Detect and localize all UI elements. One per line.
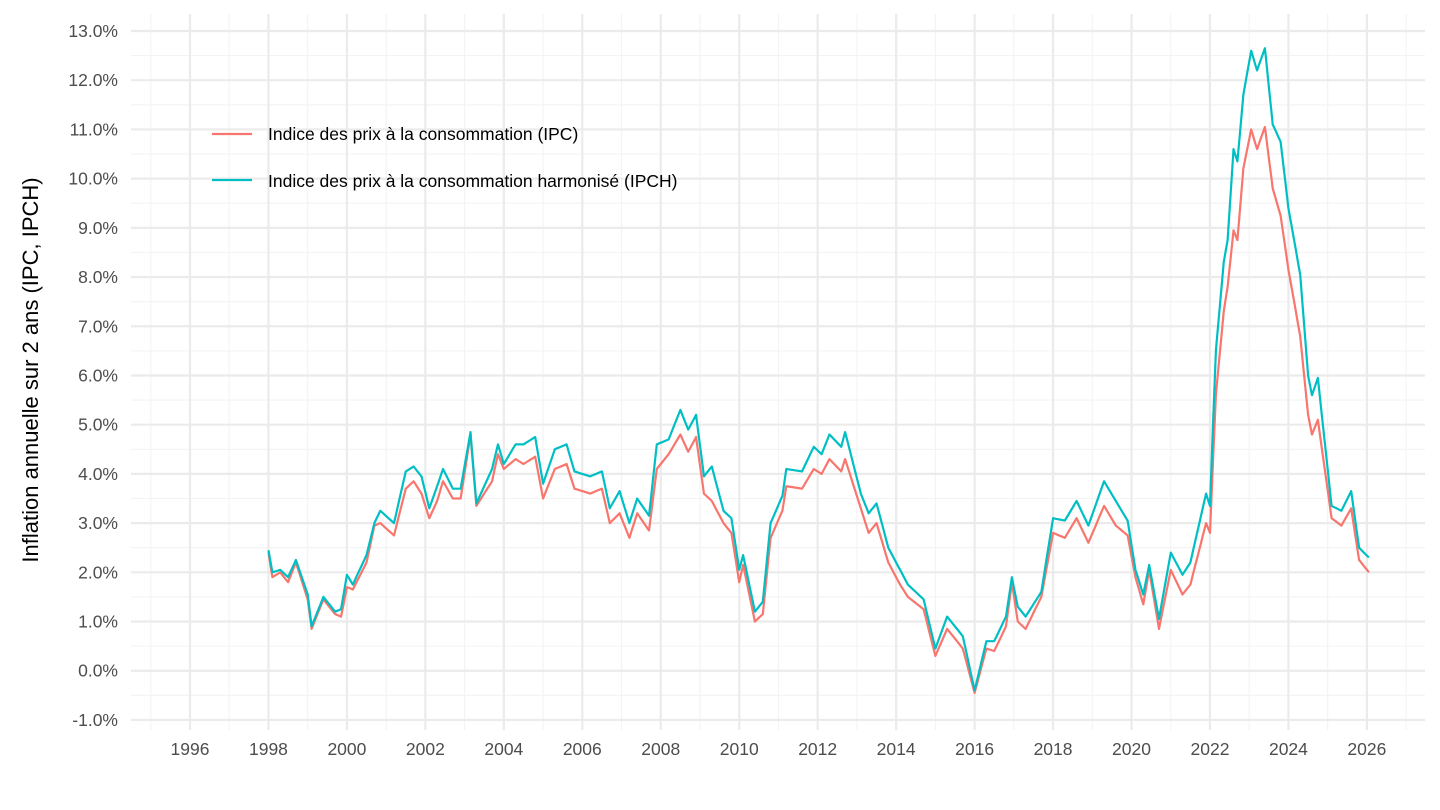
x-tick-label: 2012	[798, 739, 837, 759]
y-tick-label: -1.0%	[72, 710, 118, 730]
y-tick-label: 13.0%	[68, 21, 118, 41]
y-tick-label: 3.0%	[78, 513, 118, 533]
x-tick-label: 2004	[484, 739, 523, 759]
x-tick-label: 2018	[1034, 739, 1073, 759]
y-tick-label: 12.0%	[68, 70, 118, 90]
series-line-ipc	[267, 125, 1370, 694]
x-tick-label: 2002	[406, 739, 445, 759]
y-tick-label: 9.0%	[78, 218, 118, 238]
x-tick-label: 2008	[641, 739, 680, 759]
y-tick-label: 11.0%	[70, 119, 118, 139]
x-tick-label: 2010	[720, 739, 759, 759]
y-tick-label: 8.0%	[78, 267, 118, 287]
legend-label-ipch: Indice des prix à la consommation harmon…	[268, 171, 677, 191]
y-axis-title: Inflation annuelle sur 2 ans (IPC, IPCH)	[18, 177, 43, 562]
x-tick-label: 1998	[249, 739, 288, 759]
x-tick-label: 2016	[955, 739, 994, 759]
x-tick-label: 2020	[1112, 739, 1151, 759]
legend: Indice des prix à la consommation (IPC) …	[212, 124, 677, 191]
y-tick-label: 1.0%	[78, 612, 118, 632]
x-tick-label: 2006	[563, 739, 602, 759]
major-gridlines	[131, 14, 1425, 730]
x-tick-label: 2014	[877, 739, 916, 759]
x-tick-label: 2022	[1191, 739, 1230, 759]
legend-label-ipc: Indice des prix à la consommation (IPC)	[268, 124, 578, 144]
y-tick-label: 4.0%	[78, 464, 118, 484]
series-lines	[267, 47, 1370, 694]
y-tick-label: 10.0%	[68, 169, 118, 189]
y-tick-label: 5.0%	[78, 415, 118, 435]
series-line-ipch	[267, 47, 1370, 692]
x-axis-tick-labels: 1996 1998 2000 2002 2004 2006 2008 2010 2012 2014…	[171, 739, 1387, 759]
y-axis-tick-labels: -1.0% 0.0% 1.0% 2.0% 3.0% 4.0% 5.0% 6.0% 7.0% 8.0…	[68, 21, 118, 730]
y-tick-label: 6.0%	[78, 365, 118, 385]
y-tick-label: 7.0%	[78, 316, 118, 336]
x-tick-label: 1996	[171, 739, 210, 759]
y-tick-label: 0.0%	[78, 661, 118, 681]
x-tick-label: 2024	[1269, 739, 1308, 759]
x-tick-label: 2000	[327, 739, 366, 759]
x-tick-label: 2026	[1347, 739, 1386, 759]
y-tick-label: 2.0%	[78, 562, 118, 582]
